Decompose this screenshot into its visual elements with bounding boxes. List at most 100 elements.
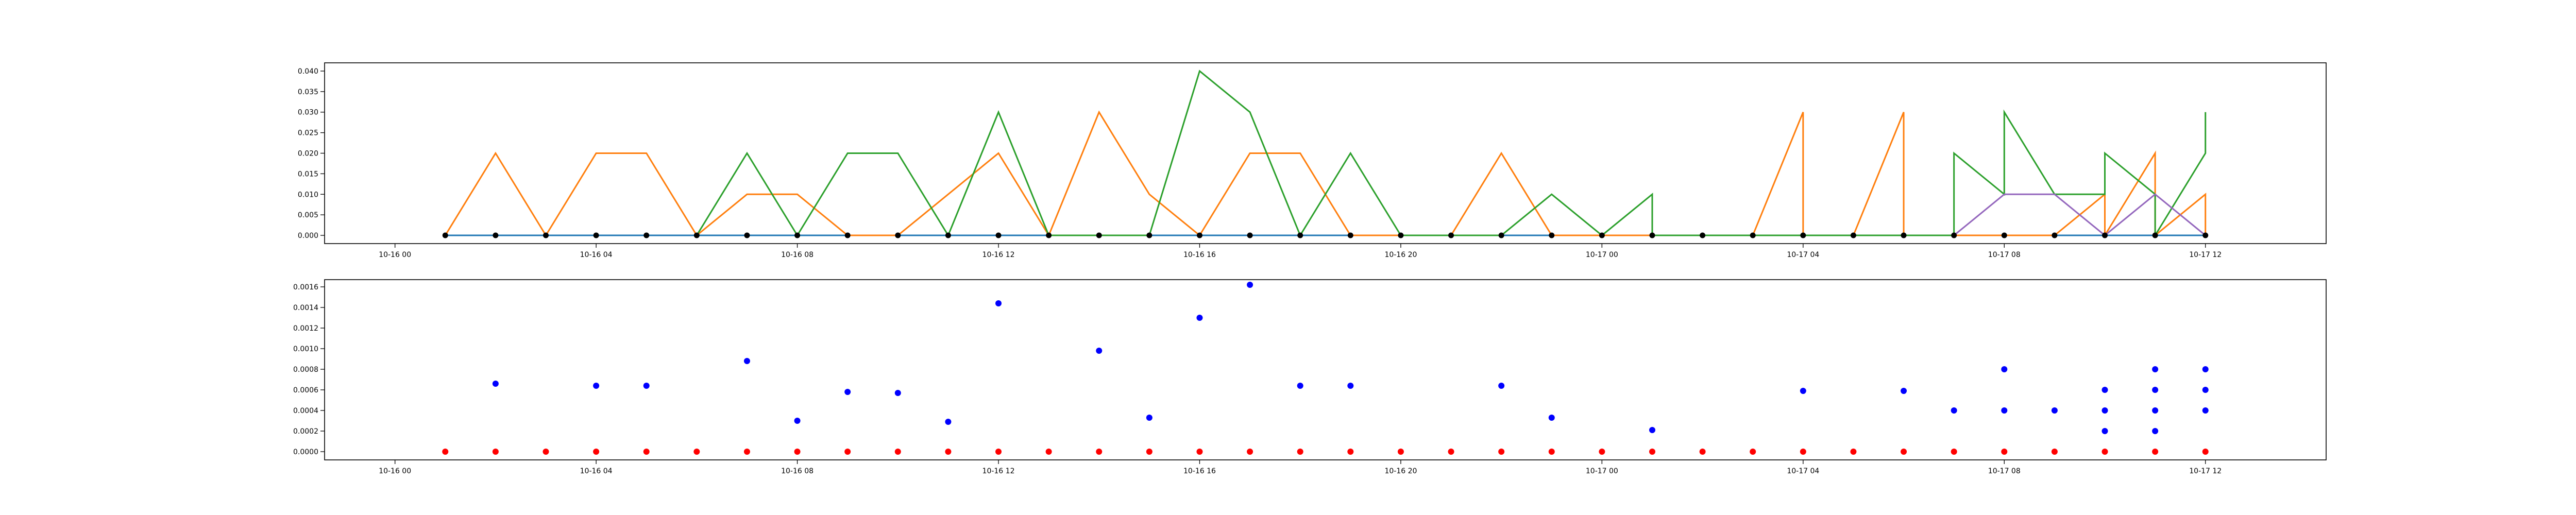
- scatter-point-1: [2102, 387, 2108, 393]
- scatter-point-1: [743, 358, 750, 364]
- scatter-point-0: [1448, 449, 1454, 455]
- top-chart-ticks: 10-16 00 10-16 04 10-16 08 10-16 12 10-16 16…: [298, 67, 2222, 259]
- y-tick-label: 0.0010: [293, 345, 318, 353]
- scatter-point-1: [2152, 407, 2159, 414]
- scatter-point-1: [2051, 407, 2058, 414]
- scatter-point-1: [1498, 383, 1505, 389]
- scatter-point-0: [1649, 449, 1655, 455]
- data-point-marker: [1599, 232, 1605, 238]
- bottom-chart-ticks: 10-16 00 10-16 04 10-16 08 10-16 12 10-16 16…: [293, 283, 2222, 475]
- scatter-point-0: [2202, 449, 2209, 455]
- scatter-point-0: [794, 449, 801, 455]
- top-chart-markers: [442, 232, 2209, 238]
- scatter-point-0: [693, 449, 700, 455]
- data-point-marker: [1247, 232, 1253, 238]
- scatter-point-0: [2152, 449, 2159, 455]
- scatter-point-0: [1397, 449, 1404, 455]
- data-point-marker: [1146, 232, 1153, 238]
- scatter-point-1: [1297, 383, 1303, 389]
- bottom-scatter-chart: 10-16 00 10-16 04 10-16 08 10-16 12 10-16 16…: [293, 279, 2327, 475]
- top-chart-axes-frame: [324, 62, 2327, 244]
- scatter-point-0: [1247, 449, 1253, 455]
- data-point-marker: [493, 232, 499, 238]
- series-line-3: [1953, 193, 2206, 236]
- scatter-point-0: [1548, 449, 1555, 455]
- x-tick-label: 10-17 12: [2189, 251, 2222, 259]
- x-tick-label: 10-16 12: [982, 251, 1015, 259]
- scatter-point-1: [1951, 407, 1957, 414]
- data-point-marker: [2052, 232, 2058, 238]
- x-tick-label: 10-16 08: [781, 251, 814, 259]
- data-point-marker: [643, 232, 650, 238]
- scatter-point-0: [1347, 449, 1354, 455]
- scatter-point-1: [844, 389, 851, 395]
- scatter-point-1: [643, 383, 650, 389]
- y-tick-label: 0.0000: [293, 448, 318, 456]
- data-point-marker: [844, 232, 851, 238]
- scatter-point-0: [593, 449, 600, 455]
- data-point-marker: [1297, 232, 1303, 238]
- data-point-marker: [1750, 232, 1756, 238]
- scatter-point-1: [1347, 383, 1354, 389]
- scatter-point-1: [1649, 427, 1655, 433]
- data-point-marker: [794, 232, 801, 238]
- data-point-marker: [1448, 232, 1454, 238]
- scatter-point-0: [2102, 449, 2108, 455]
- scatter-point-1: [2001, 407, 2008, 414]
- scatter-point-0: [1699, 449, 1706, 455]
- scatter-point-1: [1548, 415, 1555, 421]
- scatter-point-1: [1247, 282, 1253, 288]
- scatter-point-1: [794, 418, 801, 424]
- y-tick-label: 0.005: [298, 211, 318, 219]
- top-line-chart: 10-16 00 10-16 04 10-16 08 10-16 12 10-16 16…: [298, 62, 2327, 259]
- scatter-point-0: [1599, 449, 1605, 455]
- scatter-point-0: [844, 449, 851, 455]
- scatter-point-0: [1498, 449, 1505, 455]
- x-tick-label: 10-16 04: [580, 467, 613, 475]
- x-tick-label: 10-16 04: [580, 251, 613, 259]
- data-point-marker: [2152, 232, 2158, 238]
- scatter-point-0: [995, 449, 1002, 455]
- x-tick-label: 10-17 08: [1988, 467, 2021, 475]
- scatter-point-0: [945, 449, 952, 455]
- data-point-marker: [2202, 232, 2209, 238]
- data-point-marker: [895, 232, 901, 238]
- data-point-marker: [693, 232, 700, 238]
- y-tick-label: 0.0016: [293, 283, 318, 291]
- scatter-point-0: [1850, 449, 1857, 455]
- y-tick-label: 0.040: [298, 67, 318, 76]
- data-point-marker: [2102, 232, 2108, 238]
- bottom-chart-axes-frame: [324, 279, 2327, 460]
- scatter-point-0: [894, 449, 901, 455]
- data-point-marker: [1700, 232, 1706, 238]
- series-line-2: [696, 70, 2207, 238]
- top-chart-series: [444, 70, 2207, 238]
- y-tick-label: 0.025: [298, 129, 318, 138]
- scatter-point-0: [743, 449, 750, 455]
- data-point-marker: [744, 232, 750, 238]
- scatter-point-1: [2152, 387, 2159, 393]
- scatter-point-0: [543, 449, 549, 455]
- x-tick-label: 10-17 12: [2189, 467, 2222, 475]
- data-point-marker: [945, 232, 951, 238]
- scatter-point-1: [2202, 366, 2209, 372]
- x-tick-label: 10-16 16: [1183, 467, 1216, 475]
- data-point-marker: [442, 232, 448, 238]
- scatter-point-0: [2051, 449, 2058, 455]
- x-tick-label: 10-16 20: [1384, 467, 1417, 475]
- data-point-marker: [1951, 232, 1957, 238]
- scatter-point-0: [1146, 449, 1153, 455]
- data-point-marker: [1800, 232, 1806, 238]
- y-tick-label: 0.020: [298, 150, 318, 158]
- scatter-point-1: [2001, 366, 2008, 372]
- y-tick-label: 0.0012: [293, 324, 318, 333]
- y-tick-label: 0.015: [298, 170, 318, 178]
- scatter-point-0: [2001, 449, 2008, 455]
- data-point-marker: [995, 232, 1002, 238]
- x-tick-label: 10-17 08: [1988, 251, 2021, 259]
- scatter-point-1: [2102, 407, 2108, 414]
- scatter-point-1: [2102, 428, 2108, 434]
- x-tick-label: 10-16 00: [379, 467, 411, 475]
- scatter-point-1: [2202, 407, 2209, 414]
- x-tick-label: 10-17 04: [1787, 251, 1819, 259]
